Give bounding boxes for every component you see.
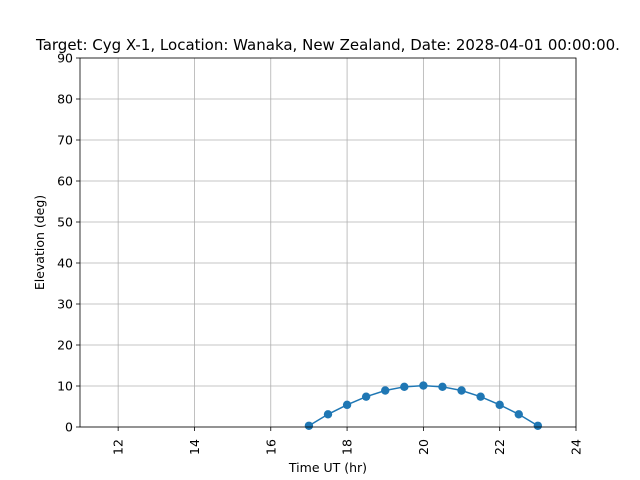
y-tick-label: 80 [57, 92, 73, 107]
data-point [361, 392, 371, 401]
y-tick-label: 0 [65, 420, 73, 435]
data-point [514, 410, 523, 419]
data-point [533, 421, 543, 430]
grid-lines [80, 57, 577, 428]
y-tick-label: 20 [57, 338, 73, 353]
x-tick-label: 24 [569, 439, 584, 455]
data-point [457, 386, 466, 395]
y-tick-label: 30 [57, 297, 73, 312]
axis-ticks: 12 14 16 18 20 22 24 0 10 20 30 40 50 60 70 80 90 [57, 51, 583, 455]
data-point [381, 386, 390, 395]
x-tick-label: 20 [416, 439, 431, 455]
chart-title: Target: Cyg X-1, Location: Wanaka, New Z… [35, 36, 620, 54]
x-axis-label: Time UT (hr) [288, 460, 367, 475]
data-point [495, 400, 504, 410]
data-point [304, 421, 314, 430]
plot-frame [79, 57, 577, 428]
x-tick-label: 22 [492, 439, 507, 455]
x-tick-label: 12 [111, 439, 126, 455]
x-tick-label: 18 [340, 439, 355, 455]
x-tick-label: 16 [263, 439, 278, 455]
y-tick-label: 10 [57, 379, 73, 394]
y-axis-label: Elevation (deg) [32, 195, 47, 290]
series-layer [304, 381, 543, 430]
data-point [323, 410, 333, 419]
y-tick-label: 50 [57, 215, 73, 230]
y-tick-label: 60 [57, 174, 73, 189]
data-point [342, 400, 352, 410]
y-tick-label: 70 [57, 133, 73, 148]
data-point [438, 382, 447, 392]
y-tick-label: 90 [57, 51, 73, 66]
data-point [476, 392, 485, 401]
data-point [400, 382, 409, 392]
data-point [419, 381, 428, 390]
y-tick-label: 40 [57, 256, 73, 271]
x-tick-label: 14 [187, 439, 202, 455]
